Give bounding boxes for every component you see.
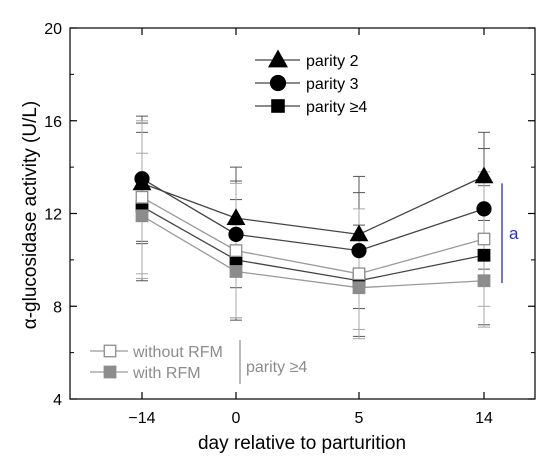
point-without-rfm — [477, 232, 491, 246]
legend-label: parity ≥4 — [306, 99, 367, 116]
point-with-rfm — [135, 209, 149, 223]
point-with-rfm — [477, 274, 491, 288]
legend-marker — [269, 74, 287, 92]
series-line-with-rfm — [141, 215, 485, 289]
y-tick-label: 8 — [53, 299, 62, 316]
y-axis-label: α-glucosidase activity (U/L) — [20, 101, 41, 330]
series-line-without-rfm — [141, 196, 485, 275]
legend-marker — [103, 344, 117, 358]
legend-label: parity 2 — [306, 53, 359, 70]
y-tick-label: 4 — [53, 392, 62, 409]
point-with-rfm — [352, 281, 366, 295]
series-line-parity-2 — [141, 175, 485, 236]
x-tick-label: 5 — [355, 410, 364, 427]
legend-marker — [267, 49, 289, 68]
point-parity-2 — [349, 224, 369, 242]
legend-marker — [271, 99, 285, 113]
y-tick-label: 12 — [44, 207, 62, 224]
point-parity-3 — [228, 226, 244, 242]
point-parity-3 — [134, 171, 150, 187]
legend-marker — [103, 365, 117, 379]
point-without-rfm — [352, 267, 366, 281]
legend-label: with RFM — [132, 365, 201, 382]
point-parity-4 — [477, 248, 491, 262]
legend-label: without RFM — [132, 344, 223, 361]
point-parity-2 — [226, 208, 246, 226]
series-line-parity-3 — [141, 178, 485, 252]
y-tick-label: 20 — [44, 21, 62, 38]
point-without-rfm — [229, 244, 243, 257]
legend-group-label: parity ≥4 — [246, 359, 307, 376]
series-lines — [141, 175, 485, 289]
significance-label: a — [509, 224, 519, 243]
legend-rfm: without RFM with RFM parity ≥4 — [90, 340, 307, 384]
point-with-rfm — [229, 265, 243, 278]
error-bars — [136, 115, 490, 340]
y-tick-label: 16 — [44, 114, 62, 131]
legend-parity: parity 2 parity 3 parity ≥4 — [255, 49, 367, 116]
x-tick-label: 0 — [232, 410, 241, 427]
x-tick-label: −14 — [128, 410, 155, 427]
point-parity-3 — [351, 243, 367, 259]
point-without-rfm — [135, 190, 149, 204]
axes: 4 8 12 16 20 −14 0 5 14 — [44, 21, 535, 427]
point-parity-2 — [474, 166, 494, 184]
legend-label: parity 3 — [306, 76, 359, 93]
series-line-parity-4 — [141, 205, 485, 282]
x-axis-label: day relative to parturition — [198, 433, 406, 454]
point-parity-3 — [476, 201, 492, 217]
significance-annotation: a — [501, 183, 519, 284]
x-tick-label: 14 — [475, 410, 493, 427]
series-markers — [132, 166, 494, 295]
